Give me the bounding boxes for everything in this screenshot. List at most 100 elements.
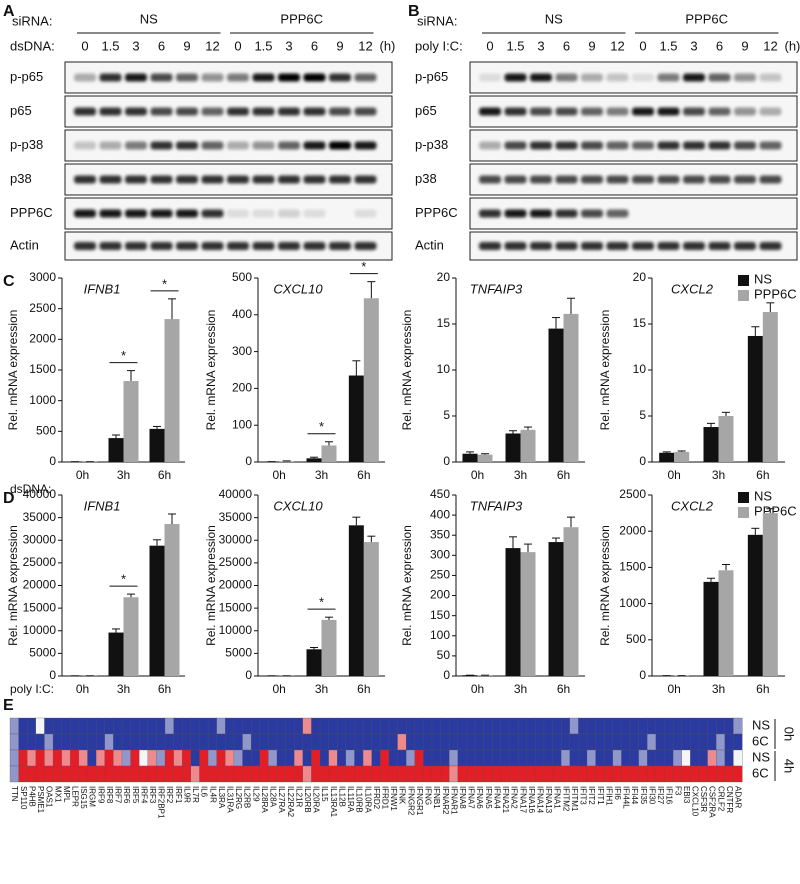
heatmap-cell — [285, 733, 295, 751]
band — [734, 141, 756, 150]
band — [683, 73, 705, 82]
gene-label: IL9R — [182, 786, 191, 803]
heatmap-cell — [595, 717, 605, 735]
band — [657, 141, 680, 150]
heatmap-cell — [199, 733, 209, 751]
time-label: 9 — [183, 38, 190, 53]
heatmap-cell — [104, 717, 114, 735]
heatmap-cell — [147, 717, 157, 735]
legend-label: NS — [754, 488, 772, 503]
gene-label: IFNA1 — [553, 786, 562, 809]
heatmap-cell — [492, 765, 502, 783]
x-tick-label: 0h — [272, 468, 285, 482]
band — [201, 73, 224, 82]
heatmap-cell — [449, 733, 459, 751]
gene-label: IFNA21 — [501, 786, 510, 814]
heatmap-cell — [664, 749, 674, 767]
y-tick-label: 10 — [437, 362, 451, 376]
heatmap-cell — [431, 717, 442, 735]
heatmap-cell — [388, 749, 398, 767]
heatmap-cell — [535, 717, 545, 735]
heatmap-cell — [561, 765, 571, 783]
band — [581, 141, 603, 150]
heatmap-cell — [457, 733, 467, 751]
y-tick-label: 3000 — [29, 270, 56, 284]
gene-label: P4HB — [27, 786, 36, 807]
heatmap-cell — [87, 765, 97, 783]
band — [303, 141, 326, 150]
gene-label: IRF9 — [96, 786, 105, 804]
group-label: 0h — [782, 727, 797, 741]
heatmap-cell — [104, 733, 114, 751]
y-tick-label: 25000 — [23, 555, 57, 569]
heatmap-cell — [474, 717, 485, 735]
band — [657, 175, 680, 184]
heatmap-cell — [35, 717, 45, 735]
band — [354, 73, 377, 82]
heatmap-cell — [405, 733, 416, 751]
band — [734, 73, 756, 82]
treatment-label: poly I:C: — [415, 38, 463, 53]
band — [708, 242, 731, 250]
heatmap-cell — [664, 765, 674, 783]
heatmap-cell — [27, 733, 37, 751]
heatmap-cell — [535, 765, 545, 783]
heatmap-cell — [156, 717, 166, 735]
bar — [505, 548, 521, 676]
heatmap-cell — [569, 749, 579, 767]
band — [99, 141, 122, 150]
heatmap-cell — [207, 733, 218, 751]
heatmap-cell — [690, 733, 700, 751]
heatmap-cell — [543, 733, 553, 751]
heatmap-cell — [388, 717, 398, 735]
heatmap-cell — [595, 749, 605, 767]
heatmap-cell — [647, 749, 657, 767]
heatmap-cell — [405, 749, 416, 767]
y-tick-label: 20000 — [219, 578, 253, 592]
band — [479, 73, 501, 82]
heatmap-cell — [690, 749, 700, 767]
heatmap-cell — [492, 733, 502, 751]
bar — [164, 523, 180, 676]
heatmap-cell — [70, 733, 80, 751]
band — [150, 209, 173, 218]
heatmap-cell — [268, 749, 278, 767]
heatmap-cell — [569, 733, 579, 751]
group-label: 4h — [782, 759, 797, 773]
group-label: PPP6C — [685, 11, 728, 26]
heatmap-cell — [380, 765, 390, 783]
gene-label: CNTFR — [725, 786, 734, 813]
heatmap-cell — [87, 733, 97, 751]
heatmap-cell — [294, 749, 304, 767]
heatmap-cell — [216, 733, 226, 751]
gene-label: ADAR — [734, 786, 743, 808]
y-tick-label: 0 — [245, 454, 252, 468]
gene-label: IL27RA — [277, 786, 286, 813]
gene-label: IFNAR1 — [449, 786, 458, 815]
y-tick-label: 20 — [633, 270, 647, 284]
band — [479, 209, 501, 218]
band — [252, 209, 275, 218]
heatmap-cell — [182, 733, 192, 751]
heatmap-cell — [500, 717, 510, 735]
heatmap-cell — [345, 733, 355, 751]
group-label: NS — [140, 11, 158, 26]
blot-label: p-p65 — [10, 69, 43, 84]
group-label: NS — [545, 11, 563, 26]
gene-label: IRGM — [88, 786, 97, 807]
blot-label: PPP6C — [415, 205, 458, 220]
y-tick-label: 350 — [430, 527, 450, 541]
gene-label: IRF3 — [148, 786, 157, 804]
band — [708, 73, 731, 82]
bar — [363, 298, 379, 462]
time-label: 12 — [358, 38, 372, 53]
gene-label: IFNA8 — [458, 786, 467, 809]
heatmap-cell — [509, 733, 519, 751]
gene-label: CSF3R — [699, 786, 708, 812]
band — [278, 175, 300, 184]
gene-label: IL28A — [269, 786, 278, 808]
heatmap-cell — [664, 717, 674, 735]
heatmap-cell — [225, 749, 235, 767]
heatmap-cell — [35, 765, 45, 783]
y-tick-label: 40000 — [219, 487, 253, 501]
